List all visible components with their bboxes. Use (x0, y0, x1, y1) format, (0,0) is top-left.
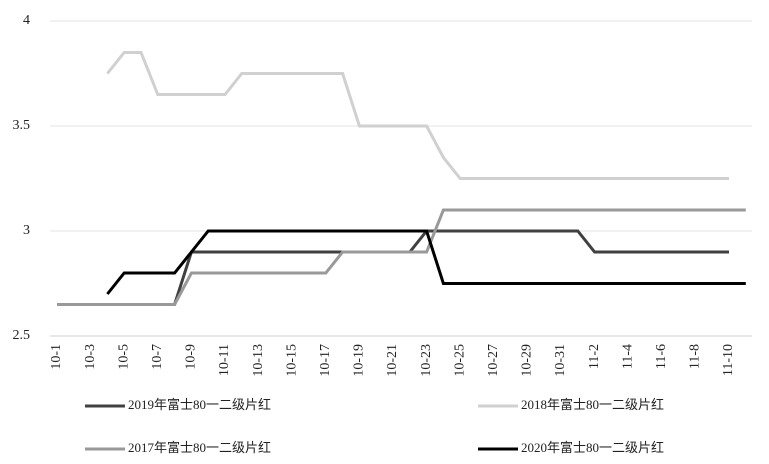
y-tick-label: 3.5 (13, 118, 31, 133)
series-line (106, 229, 746, 295)
y-tick-label: 2.5 (13, 328, 31, 343)
x-tick-label: 10-3 (83, 344, 98, 370)
legend-label: 2018年富士80一二级片红 (521, 397, 664, 412)
legend-label: 2019年富士80一二级片红 (128, 397, 271, 412)
series-line (57, 208, 746, 306)
x-tick-label: 11-6 (654, 344, 669, 369)
x-tick-label: 10-27 (486, 344, 501, 377)
x-tick-label: 10-1 (49, 344, 64, 370)
legend-label: 2020年富士80一二级片红 (521, 440, 664, 455)
x-tick-label: 10-11 (217, 344, 232, 376)
x-tick-label: 10-9 (184, 344, 199, 370)
series-line (106, 51, 729, 180)
x-tick-label: 11-4 (620, 344, 635, 369)
x-tick-label: 10-21 (385, 344, 400, 377)
x-tick-label: 11-10 (721, 344, 736, 376)
series-line (57, 229, 729, 306)
x-tick-label: 10-29 (520, 344, 535, 377)
x-tick-label: 10-31 (553, 344, 568, 377)
x-tick-label: 10-5 (116, 344, 131, 370)
y-tick-label: 4 (23, 13, 30, 28)
x-tick-label: 10-17 (318, 344, 333, 377)
x-tick-label: 10-7 (150, 344, 165, 370)
x-tick-label: 10-19 (352, 344, 367, 377)
x-tick-label: 10-15 (284, 344, 299, 377)
x-tick-label: 10-23 (419, 344, 434, 377)
x-tick-label: 10-13 (251, 344, 266, 377)
x-tick-label: 10-25 (452, 344, 467, 377)
y-tick-label: 3 (23, 223, 30, 238)
legend-label: 2017年富士80一二级片红 (128, 440, 271, 455)
x-tick-label: 11-8 (688, 344, 703, 369)
x-tick-label: 11-2 (587, 344, 602, 369)
